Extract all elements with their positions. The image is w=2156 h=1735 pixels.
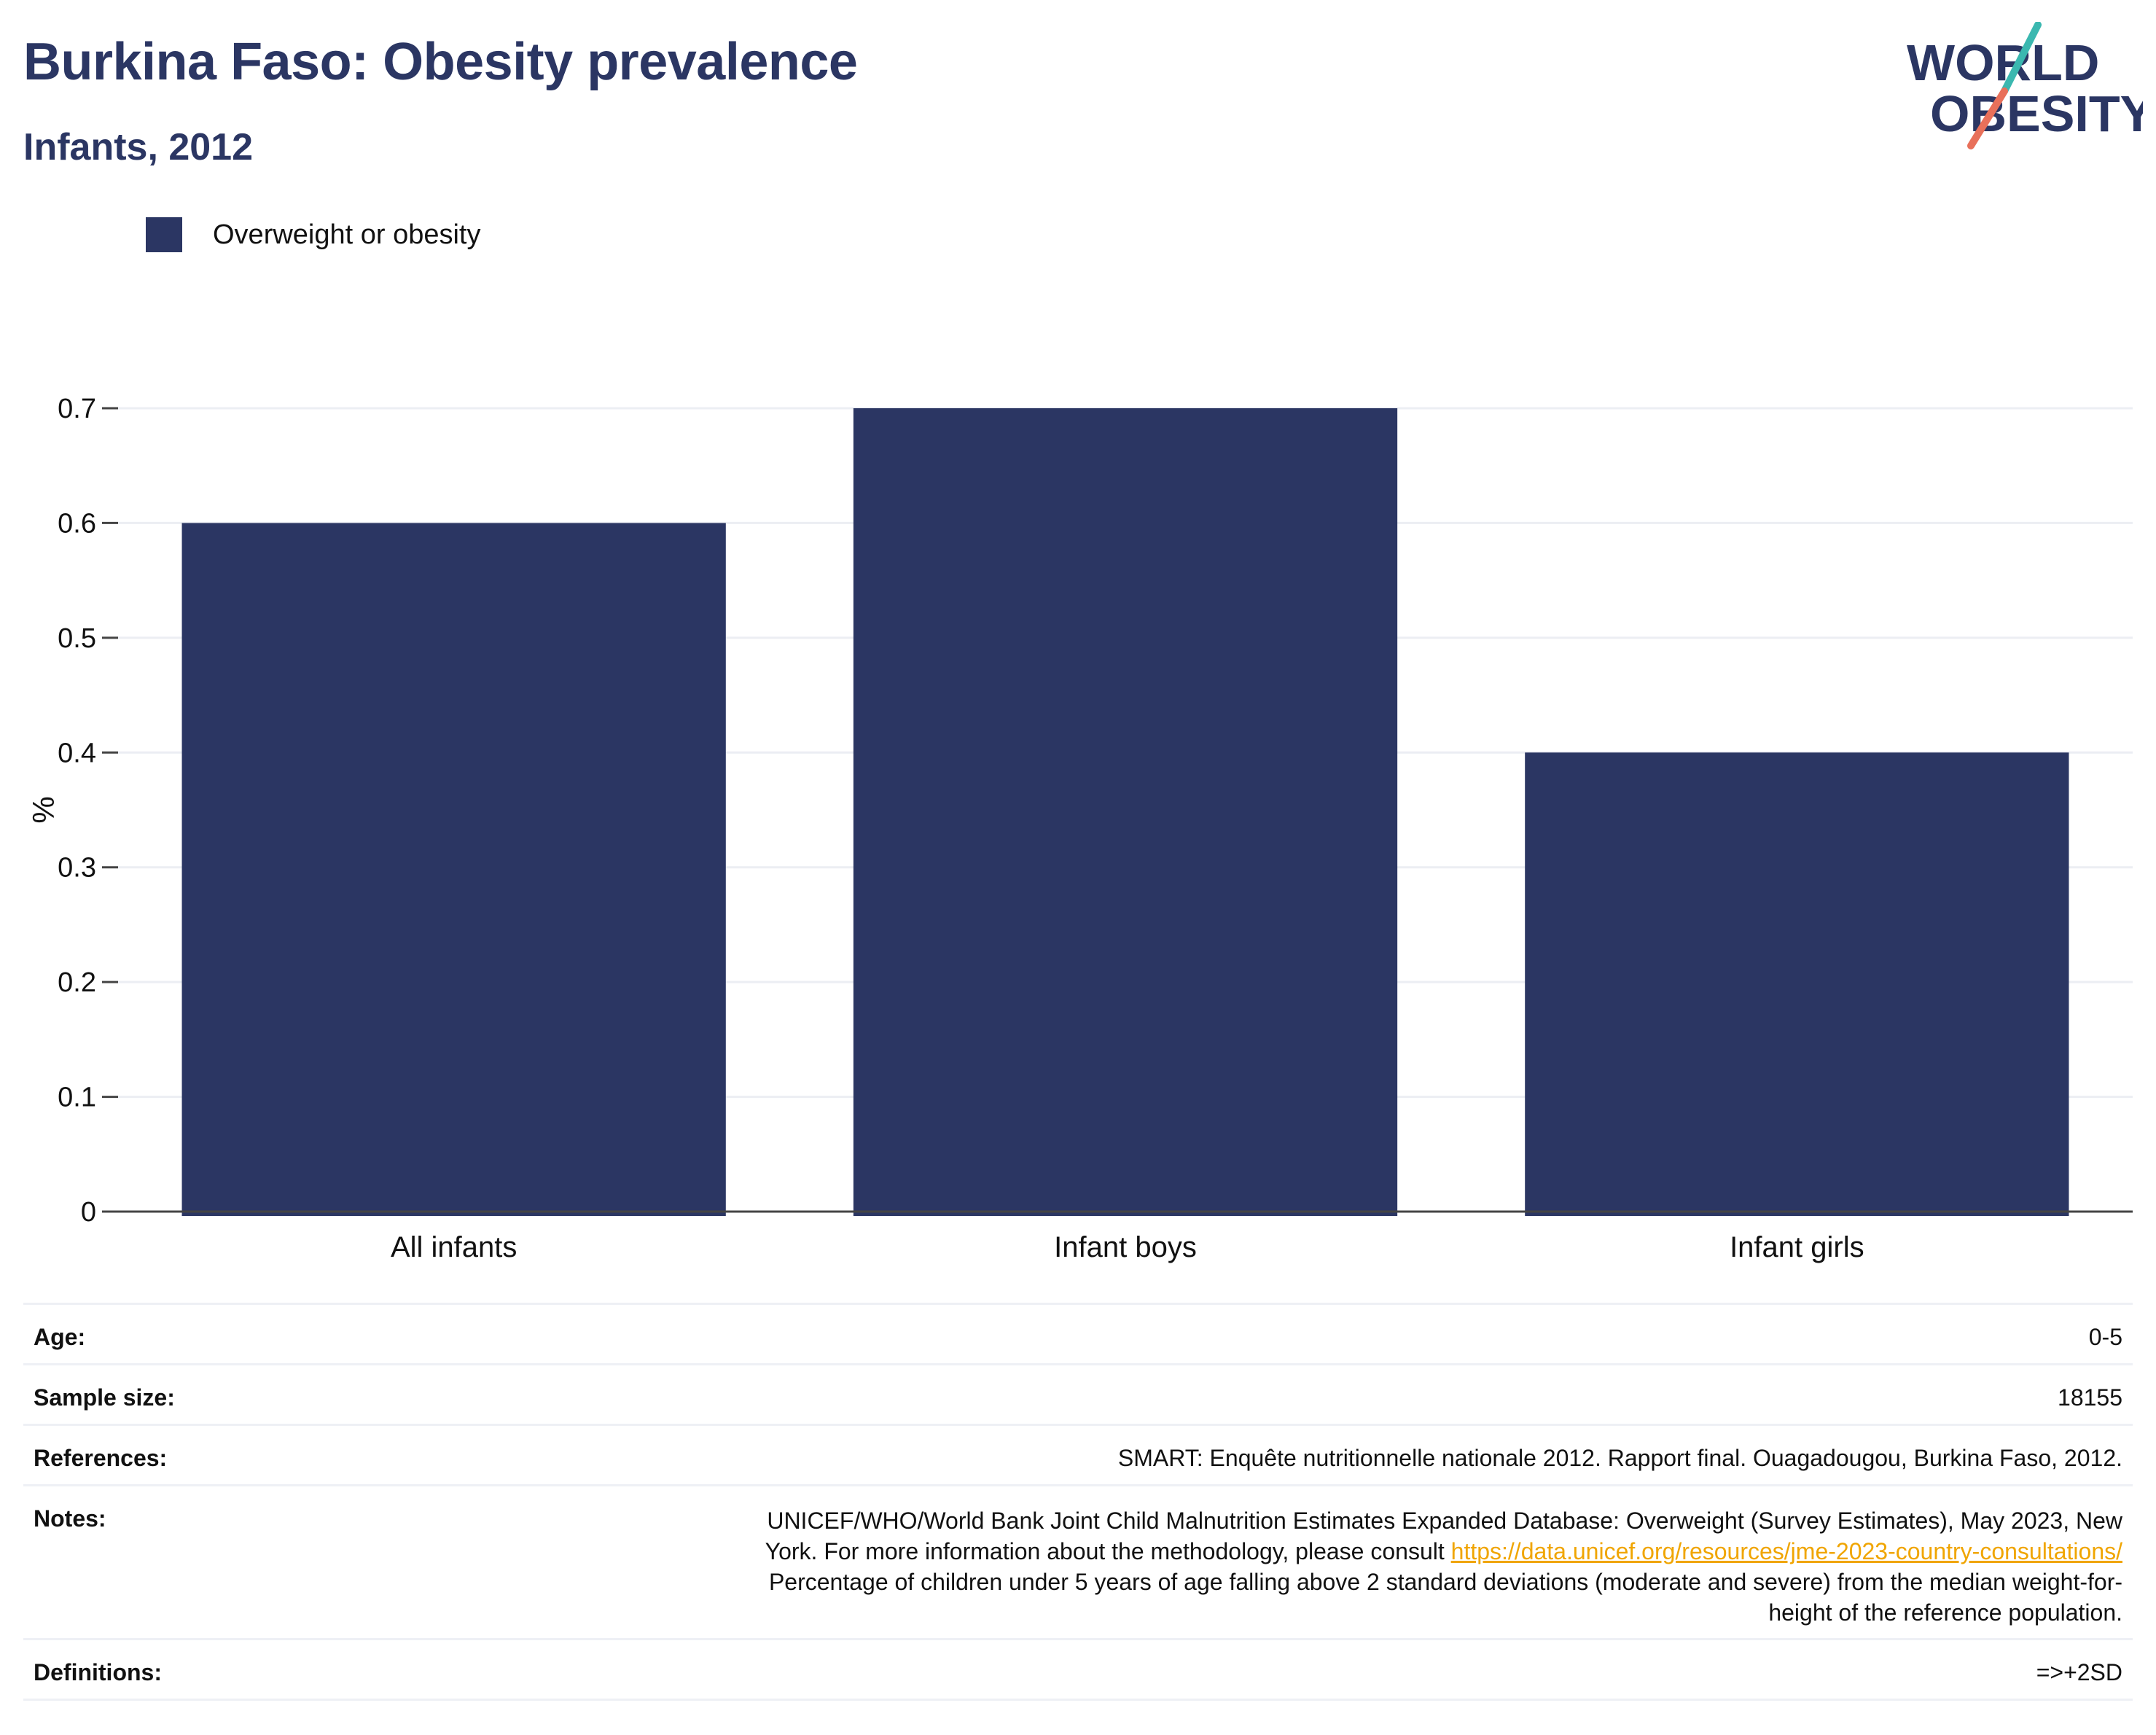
- notes-value: UNICEF/WHO/World Bank Joint Child Malnut…: [592, 1486, 2122, 1628]
- notes-line-4: height of the reference population.: [1768, 1599, 2122, 1626]
- bar: [853, 408, 1398, 1216]
- y-tick-label: 0: [81, 1197, 96, 1228]
- world-obesity-logo: WORLD OBESITY: [1907, 22, 2143, 149]
- notes-line-2-prefix: York. For more information about the met…: [765, 1538, 1451, 1564]
- y-axis-label: %: [26, 796, 60, 823]
- age-value: 0-5: [2088, 1324, 2122, 1350]
- info-row-definitions: Definitions: =>+2SD: [23, 1638, 2133, 1701]
- chart-legend[interactable]: Overweight or obesity: [146, 216, 481, 254]
- sample-size-label: Sample size:: [34, 1384, 175, 1411]
- y-tick-label: 0.3: [58, 853, 96, 884]
- y-tick-label: 0.7: [58, 394, 96, 424]
- sample-size-value: 18155: [2058, 1384, 2122, 1411]
- info-table: Age: 0-5 Sample size: 18155 References: …: [23, 1303, 2133, 1701]
- notes-line-3: Percentage of children under 5 years of …: [768, 1569, 2122, 1595]
- legend-swatch: [146, 217, 182, 252]
- chart-subtitle: Infants, 2012: [23, 126, 254, 168]
- logo-slash-coral: [1967, 87, 2008, 149]
- legend-label: Overweight or obesity: [213, 219, 481, 250]
- logo-text-obesity: OBESITY: [1930, 85, 2143, 142]
- bar: [181, 523, 726, 1216]
- y-tick-label: 0.5: [58, 623, 96, 654]
- methodology-link[interactable]: https://data.unicef.org/resources/jme-20…: [1450, 1538, 2122, 1564]
- x-tick-label: Infant boys: [1054, 1231, 1197, 1263]
- bar: [1525, 752, 2069, 1216]
- bar-chart: 0 0.1 0.2 0.3 0.4 0.5 0.6 0.7% All infants Infant…: [26, 394, 2133, 1263]
- notes-line-1: UNICEF/WHO/World Bank Joint Child Malnut…: [767, 1508, 2122, 1534]
- info-row-sample-size: Sample size: 18155: [23, 1363, 2133, 1424]
- info-row-references: References: SMART: Enquête nutritionnell…: [23, 1424, 2133, 1484]
- info-row-notes: Notes: UNICEF/WHO/World Bank Joint Child…: [23, 1484, 2133, 1638]
- info-row-age: Age: 0-5: [23, 1303, 2133, 1363]
- notes-label: Notes:: [34, 1505, 106, 1532]
- chart-title: Burkina Faso: Obesity prevalence: [23, 33, 858, 91]
- notes-line-2: York. For more information about the met…: [592, 1536, 2122, 1567]
- logo-slash-teal: [2001, 22, 2042, 95]
- x-tick-label: Infant girls: [1730, 1231, 1864, 1263]
- y-tick-label: 0.4: [58, 738, 96, 768]
- age-label: Age:: [34, 1324, 86, 1350]
- y-tick-label: 0.6: [58, 508, 96, 539]
- logo-text-world: WORLD: [1907, 34, 2099, 91]
- x-tick-label: All infants: [391, 1231, 517, 1263]
- definitions-value: =>+2SD: [2036, 1659, 2122, 1685]
- references-value: SMART: Enquête nutritionnelle nationale …: [1117, 1445, 2122, 1471]
- y-tick-label: 0.2: [58, 967, 96, 998]
- references-label: References:: [34, 1445, 168, 1471]
- y-tick-label: 0.1: [58, 1083, 96, 1113]
- definitions-label: Definitions:: [34, 1659, 162, 1685]
